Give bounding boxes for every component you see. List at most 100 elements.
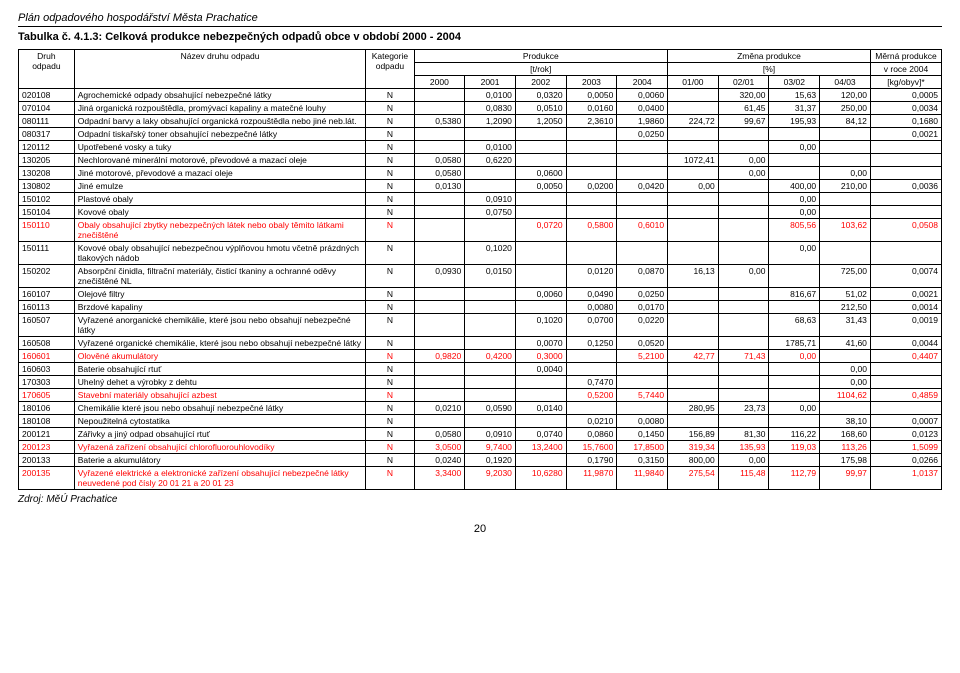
cell-c2	[718, 128, 769, 141]
cell-y02: 0,0050	[515, 180, 566, 193]
cell-y01: 0,6220	[465, 154, 516, 167]
table-row: 170303Uhelný dehet a výrobky z dehtuN0,7…	[19, 376, 942, 389]
cell-y02	[515, 141, 566, 154]
cell-c2	[718, 242, 769, 265]
cell-y00: 0,0930	[414, 265, 465, 288]
cell-c1	[668, 102, 719, 115]
cell-name: Vyřazené elektrické a elektronické zaříz…	[74, 467, 366, 490]
cell-y02: 0,0600	[515, 167, 566, 180]
cell-y04: 0,0520	[617, 337, 668, 350]
cell-y02	[515, 265, 566, 288]
cell-y01: 0,0100	[465, 141, 516, 154]
cell-c3	[769, 415, 820, 428]
cell-y03	[566, 350, 617, 363]
table-row: 130802Jiné emulzeN0,01300,00500,02000,04…	[19, 180, 942, 193]
cell-y04: 1,9860	[617, 115, 668, 128]
cell-c4	[820, 154, 871, 167]
th-trok: [t/rok]	[414, 63, 668, 76]
cell-y03: 0,0700	[566, 314, 617, 337]
th-code: Druh odpadu	[19, 50, 75, 89]
cell-code: 120112	[19, 141, 75, 154]
cell-y02: 0,0060	[515, 288, 566, 301]
table-row: 160508Vyřazené organické chemikálie, kte…	[19, 337, 942, 350]
table-row: 150110Obaly obsahující zbytky nebezpečný…	[19, 219, 942, 242]
cell-c2	[718, 337, 769, 350]
cell-y03: 0,0860	[566, 428, 617, 441]
cell-code: 200135	[19, 467, 75, 490]
cell-c2	[718, 389, 769, 402]
cell-y03	[566, 193, 617, 206]
cell-c4: 0,00	[820, 363, 871, 376]
table-row: 200133Baterie a akumulátoryN0,02400,1920…	[19, 454, 942, 467]
cell-name: Vyřazená zařízení obsahující chlorofluor…	[74, 441, 366, 454]
cell-y01	[465, 288, 516, 301]
cell-kg: 0,0005	[870, 89, 941, 102]
cell-c4: 84,12	[820, 115, 871, 128]
cell-y02: 0,3000	[515, 350, 566, 363]
cell-c4: 103,62	[820, 219, 871, 242]
cell-y00	[414, 301, 465, 314]
cell-c2: 81,30	[718, 428, 769, 441]
cell-kg: 0,0266	[870, 454, 941, 467]
cell-y02: 0,0320	[515, 89, 566, 102]
table-row: 150102Plastové obalyN0,09100,00	[19, 193, 942, 206]
source-line: Zdroj: MěÚ Prachatice	[18, 494, 942, 505]
cell-y01: 1,2090	[465, 115, 516, 128]
th-name: Název druhu odpadu	[74, 50, 366, 89]
cell-c3: 0,00	[769, 193, 820, 206]
cell-c2	[718, 180, 769, 193]
cell-c1: 319,34	[668, 441, 719, 454]
cell-c3: 112,79	[769, 467, 820, 490]
cell-y01: 0,4200	[465, 350, 516, 363]
cell-y02	[515, 376, 566, 389]
cell-y01: 9,2030	[465, 467, 516, 490]
cell-c3	[769, 376, 820, 389]
cell-y00	[414, 141, 465, 154]
cell-y00	[414, 415, 465, 428]
cell-cat: N	[366, 180, 414, 193]
cell-c4: 0,00	[820, 167, 871, 180]
cell-c4: 51,02	[820, 288, 871, 301]
cell-c3: 195,93	[769, 115, 820, 128]
cell-code: 070104	[19, 102, 75, 115]
cell-c4: 1104,62	[820, 389, 871, 402]
cell-y03: 0,0050	[566, 89, 617, 102]
cell-y01	[465, 301, 516, 314]
cell-c1	[668, 288, 719, 301]
cell-c4: 99,97	[820, 467, 871, 490]
cell-c2: 99,67	[718, 115, 769, 128]
cell-kg: 0,0021	[870, 128, 941, 141]
cell-y04	[617, 141, 668, 154]
cell-cat: N	[366, 193, 414, 206]
cell-code: 160508	[19, 337, 75, 350]
cell-kg: 0,0007	[870, 415, 941, 428]
cell-y04	[617, 167, 668, 180]
cell-c3: 0,00	[769, 402, 820, 415]
cell-code: 200121	[19, 428, 75, 441]
cell-c1	[668, 206, 719, 219]
cell-code: 150102	[19, 193, 75, 206]
cell-c4	[820, 402, 871, 415]
cell-y02: 0,0720	[515, 219, 566, 242]
cell-kg: 0,0036	[870, 180, 941, 193]
cell-y01: 0,0830	[465, 102, 516, 115]
cell-y04: 5,2100	[617, 350, 668, 363]
cell-c2: 61,45	[718, 102, 769, 115]
cell-c4	[820, 242, 871, 265]
page-number: 20	[18, 523, 942, 535]
cell-y04	[617, 154, 668, 167]
cell-y04	[617, 402, 668, 415]
cell-y00: 0,0130	[414, 180, 465, 193]
cell-c3: 119,03	[769, 441, 820, 454]
cell-y03	[566, 141, 617, 154]
cell-name: Zářivky a jiný odpad obsahující rtuť	[74, 428, 366, 441]
cell-c1: 16,13	[668, 265, 719, 288]
cell-c1	[668, 337, 719, 350]
cell-code: 200123	[19, 441, 75, 454]
cell-cat: N	[366, 301, 414, 314]
table-row: 020108Agrochemické odpady obsahující neb…	[19, 89, 942, 102]
cell-kg: 0,0021	[870, 288, 941, 301]
cell-kg: 0,1680	[870, 115, 941, 128]
cell-c1	[668, 415, 719, 428]
cell-c2: 0,00	[718, 265, 769, 288]
